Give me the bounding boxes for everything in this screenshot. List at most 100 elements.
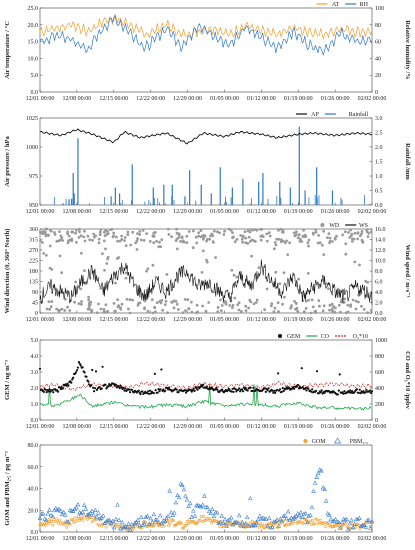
wind-direction-point [167,233,171,236]
pbm-point [124,524,130,529]
series-group [39,126,373,205]
wind-direction-point [83,229,86,233]
gem-point [77,361,80,364]
wind-direction-point [223,299,227,303]
pbm-point [227,517,233,522]
y-right-tick-label: 1.0 [375,174,383,180]
rainfall-bar [63,203,64,205]
wind-direction-point [267,231,271,235]
wind-direction-point [281,302,284,306]
wind-direction-point [104,311,107,314]
wind-direction-point [283,295,286,299]
wind-direction-point [187,230,191,233]
gom-point [210,521,214,525]
wind-direction-point [114,309,117,313]
series-line-AT [39,14,373,41]
wind-direction-point [126,307,130,311]
gem-point [216,388,219,391]
wind-direction-point [146,310,150,314]
wind-direction-point [104,228,107,232]
wind-direction-point [330,307,334,311]
wind-direction-point [182,240,186,244]
wind-direction-point [352,237,356,241]
pbm-point [88,510,93,515]
pbm-point [127,527,133,532]
wind-direction-point [185,241,189,245]
rainfall-bar [53,197,55,205]
gom-point [310,518,314,522]
wind-direction-point [317,234,320,237]
pbm-point [347,521,353,526]
rainfall-bar [219,167,221,205]
wind-direction-point [77,236,81,239]
y-tick-label: 950 [29,203,38,209]
gom-point [323,525,327,529]
wind-direction-point [102,308,106,311]
y-right-tick-label: 12.0 [375,248,386,254]
wind-direction-point [49,305,53,309]
x-tick-label: 01/19 00:00 [284,209,313,215]
gem-point [358,388,361,391]
gem-point [277,372,280,375]
x-tick-label: 12/15 00:00 [99,536,128,542]
gom-point [200,520,204,524]
x-tick-label: 01/12 00:00 [247,96,276,102]
series-group [38,227,373,315]
rainfall-bar [316,197,318,205]
gom-point [171,519,175,523]
gem-point [343,390,346,393]
rainfall-bar [341,199,343,205]
gem-point [364,391,367,394]
y-tick-label: 2.0 [31,386,39,392]
gem-point [146,392,149,395]
wind-direction-point [102,239,106,243]
y-tick-label: 15.0 [28,40,39,46]
pbm-point [282,513,288,518]
wind-direction-point [177,236,181,239]
wind-direction-point [88,238,92,242]
wind-direction-point [139,238,143,242]
pbm-point [303,511,308,516]
legend-label: RH [360,2,369,8]
gem-point [90,384,93,387]
y-right-axis-label: Relative humidity /% [404,20,411,80]
legend-swatch [278,334,282,338]
gem-point [359,392,362,395]
gem-point [79,364,82,367]
y-right-tick-label: 80 [375,23,381,29]
legend-label: GEM [287,334,301,340]
wind-direction-point [135,248,139,251]
y-tick-label: 5.0 [31,338,39,344]
wind-direction-point [70,230,74,234]
wind-direction-point [254,301,258,304]
gom-point [38,523,42,527]
gem-point [66,382,69,385]
wind-direction-point [61,239,64,242]
gom-point [54,517,58,521]
wind-direction-point [231,231,234,235]
y-right-tick-label: 14.0 [375,238,386,244]
y-right-axis-label: CO and O₃*10 /ppbv [404,351,411,410]
gem-point [85,375,88,378]
x-tick-label: 12/22 00:00 [136,317,165,323]
wind-direction-point [333,237,337,240]
pbm-point [181,486,187,492]
gem-point [292,385,295,389]
gem-point [215,386,218,389]
gem-point [276,388,279,392]
gom-point [335,523,339,527]
wind-direction-point [104,247,107,251]
wind-direction-point [170,300,173,304]
gom-point [168,521,172,525]
pbm-point [219,513,225,518]
pbm-point [50,513,55,519]
pbm-point [240,519,245,524]
wind-direction-point [318,304,321,308]
pbm-point [118,526,123,531]
wind-direction-point [79,234,83,238]
pbm-point [230,522,236,527]
wind-direction-point [87,298,91,302]
wind-direction-point [106,309,109,313]
wind-direction-point [327,232,331,236]
rainfall-bar [230,197,232,205]
